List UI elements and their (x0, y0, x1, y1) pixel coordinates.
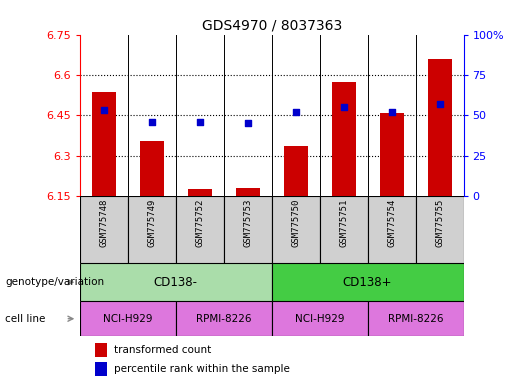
Bar (272, 301, 368, 336)
Bar (284, 146, 307, 196)
Text: cell line: cell line (5, 314, 45, 324)
Bar (224, 196, 272, 263)
Bar (80, 196, 128, 263)
Bar (95, 362, 107, 376)
Text: NCI-H929: NCI-H929 (295, 314, 345, 324)
Point (339, 104, 348, 110)
Text: percentile rank within the sample: percentile rank within the sample (114, 364, 290, 374)
Bar (272, 263, 464, 301)
Text: GSM775752: GSM775752 (195, 199, 204, 247)
Text: GSM775749: GSM775749 (147, 199, 156, 247)
Bar (427, 59, 452, 196)
Title: GDS4970 / 8037363: GDS4970 / 8037363 (201, 18, 342, 32)
Bar (332, 82, 355, 196)
Text: genotype/variation: genotype/variation (5, 277, 104, 287)
Bar (80, 301, 176, 336)
Point (435, 101, 443, 107)
Bar (272, 196, 320, 263)
Text: GSM775748: GSM775748 (99, 199, 108, 247)
Point (387, 109, 396, 115)
Bar (368, 196, 416, 263)
Text: RPMI-8226: RPMI-8226 (196, 314, 251, 324)
Bar (188, 189, 212, 196)
Bar (92, 93, 116, 196)
Point (196, 119, 204, 125)
Text: GSM775750: GSM775750 (291, 199, 300, 247)
Bar (176, 301, 272, 336)
Text: GSM775755: GSM775755 (435, 199, 444, 247)
Text: GSM775751: GSM775751 (339, 199, 348, 247)
Text: RPMI-8226: RPMI-8226 (388, 314, 443, 324)
Bar (80, 263, 272, 301)
Text: NCI-H929: NCI-H929 (103, 314, 152, 324)
Bar (368, 301, 464, 336)
Bar (236, 188, 260, 196)
Point (244, 120, 252, 126)
Bar (128, 196, 176, 263)
Text: GSM775754: GSM775754 (387, 199, 396, 247)
Text: transformed count: transformed count (114, 345, 212, 355)
Point (148, 119, 156, 125)
Bar (176, 196, 224, 263)
Point (100, 107, 108, 113)
Text: GSM775753: GSM775753 (243, 199, 252, 247)
Bar (320, 196, 368, 263)
Bar (380, 113, 404, 196)
Text: CD138+: CD138+ (343, 276, 392, 289)
Text: CD138-: CD138- (154, 276, 198, 289)
Bar (140, 141, 164, 196)
Point (291, 109, 300, 115)
Bar (95, 343, 107, 357)
Bar (416, 196, 464, 263)
